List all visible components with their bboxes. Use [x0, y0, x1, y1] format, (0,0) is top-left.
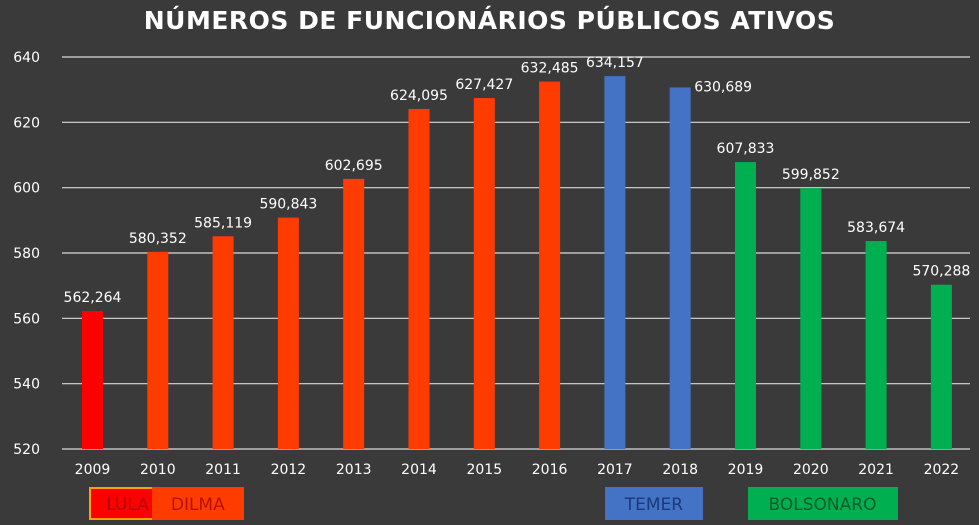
data-label: 632,485: [521, 61, 579, 77]
bar: [735, 162, 756, 450]
bar: [930, 284, 952, 449]
data-label: 583,674: [847, 220, 905, 236]
x-tick-label: 2020: [793, 462, 829, 478]
bar: [147, 251, 169, 449]
bar: [539, 81, 561, 449]
data-label: 602,695: [325, 158, 383, 174]
bar: [800, 188, 822, 449]
data-label: 580,352: [129, 231, 187, 247]
y-tick-label: 580: [13, 246, 40, 262]
legend-item-dilma: DILMA: [151, 487, 244, 520]
data-label: 562,264: [64, 290, 122, 306]
chart-title: NÚMEROS DE FUNCIONÁRIOS PÚBLICOS ATIVOS: [143, 6, 836, 35]
bar: [212, 236, 234, 449]
bar: [865, 240, 887, 449]
legend-item-bolsonaro: BOLSONARO: [747, 487, 898, 520]
data-label: 585,119: [194, 215, 252, 231]
bar: [343, 178, 365, 449]
x-tick-label: 2019: [728, 462, 764, 478]
data-label: 570,288: [912, 264, 970, 280]
x-tick-label: 2014: [401, 462, 437, 478]
y-tick-label: 540: [13, 377, 40, 393]
data-label: 630,689: [694, 79, 752, 95]
bar: [473, 98, 495, 449]
data-label: 599,852: [782, 167, 840, 183]
y-tick-label: 600: [13, 181, 40, 197]
y-tick-label: 620: [13, 115, 40, 131]
x-tick-label: 2015: [466, 462, 502, 478]
x-tick-label: 2018: [662, 462, 698, 478]
y-tick-label: 640: [13, 50, 40, 66]
bar: [277, 217, 299, 449]
bar: [408, 108, 430, 450]
y-tick-label: 560: [13, 311, 40, 327]
data-label: 624,095: [390, 88, 448, 104]
bar: [82, 310, 103, 449]
data-label: 607,833: [717, 141, 775, 157]
x-tick-label: 2012: [271, 462, 307, 478]
data-label: 590,843: [259, 197, 317, 213]
x-tick-label: 2013: [336, 462, 372, 478]
x-tick-label: 2010: [140, 462, 176, 478]
x-tick-label: 2016: [532, 462, 568, 478]
x-tick-label: 2021: [858, 462, 894, 478]
x-tick-label: 2011: [205, 462, 241, 478]
bar: [669, 87, 691, 450]
y-tick-label: 520: [13, 442, 40, 458]
data-label: 627,427: [455, 77, 513, 93]
legend-item-temer: TEMER: [604, 487, 703, 520]
data-label: 634,157: [586, 55, 644, 71]
x-tick-label: 2017: [597, 462, 633, 478]
x-tick-label: 2009: [75, 462, 111, 478]
x-tick-label: 2022: [924, 462, 960, 478]
bar: [604, 76, 626, 450]
